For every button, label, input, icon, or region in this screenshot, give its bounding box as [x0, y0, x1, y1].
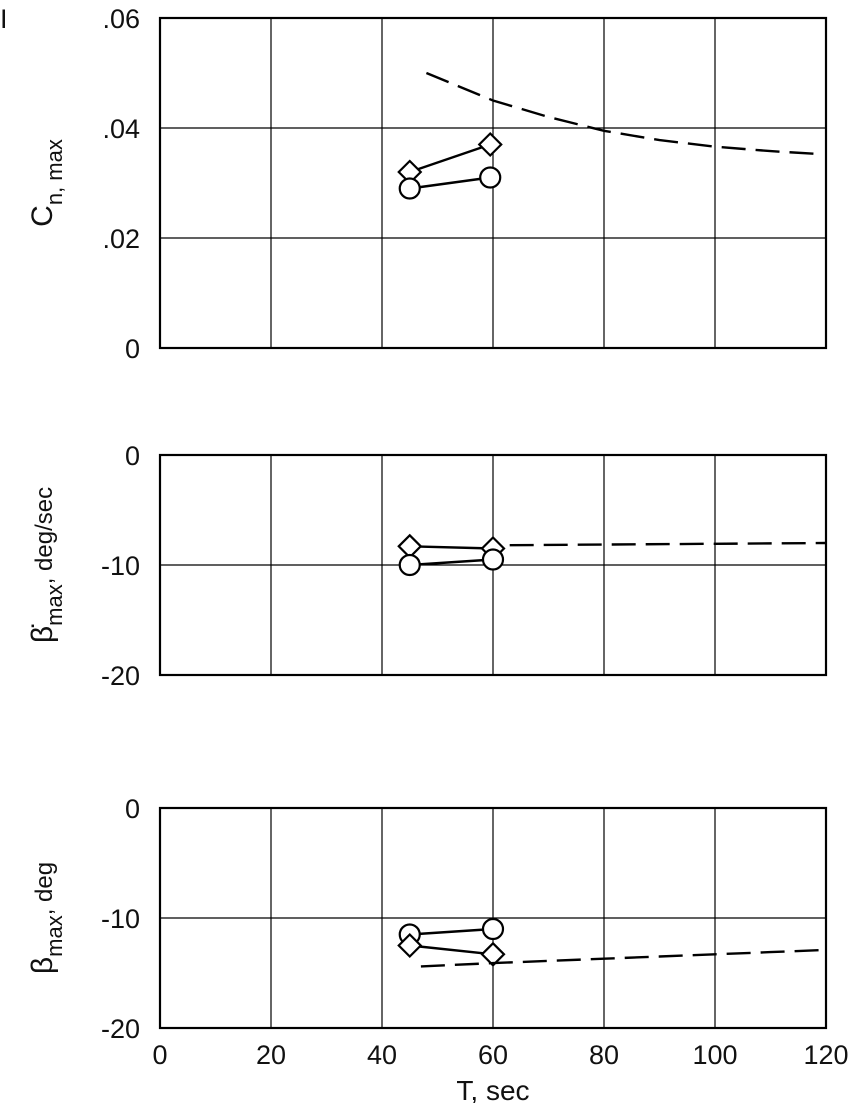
plot-frame	[158, 16, 828, 350]
x-tick-label: 60	[478, 1040, 508, 1070]
diamond-marker	[397, 932, 423, 959]
y-tick-label: .04	[102, 114, 140, 144]
y-axis-label-subscript: n, max	[42, 139, 67, 205]
series-circle-line	[409, 927, 494, 936]
panel-beta: 0 -10 -20 βmax, deg	[26, 794, 828, 1044]
y-axis-label: β̇max, deg/sec	[26, 487, 67, 643]
y-tick-label: 0	[125, 334, 140, 364]
series-dashed-line	[420, 948, 827, 968]
y-tick-label: -10	[101, 904, 140, 934]
x-tick-label: 80	[589, 1040, 619, 1070]
y-axis-label: βmax, deg	[26, 862, 67, 974]
panel-cn: .06 .04 .02 0 Cn, max	[26, 4, 828, 364]
x-tick-label: 0	[152, 1040, 167, 1070]
y-tick-label: 0	[125, 794, 140, 824]
y-tick-label: .06	[102, 4, 140, 34]
circle-marker	[398, 553, 421, 577]
y-axis-label-main: C	[26, 205, 59, 227]
x-axis-label: T, sec	[456, 1075, 529, 1103]
series-dashed-line	[425, 71, 815, 155]
y-axis-label-unit: , deg/sec	[31, 487, 58, 584]
y-axis-label-unit: , deg	[31, 862, 58, 915]
diamond-marker	[477, 131, 503, 158]
circle-marker	[481, 917, 505, 941]
series-diamond-line	[409, 545, 494, 550]
y-tick-label: .02	[102, 224, 140, 254]
y-axis-label-main: β	[26, 957, 59, 974]
series-circle-line	[409, 558, 494, 567]
y-tick-label: -20	[101, 1014, 140, 1044]
y-axis-label-subscript: max	[42, 915, 67, 957]
y-axis-label-main: β̇	[26, 624, 59, 643]
plot-frame	[158, 453, 828, 677]
panel-betadot: 0 -10 -20 β̇max, deg/sec	[26, 441, 828, 691]
circle-marker	[398, 177, 421, 200]
x-tick-label: 120	[803, 1040, 848, 1070]
y-tick-label: -10	[101, 551, 140, 581]
series-dashed-line	[509, 541, 827, 547]
x-tick-label: 20	[256, 1040, 286, 1070]
y-tick-label: 0	[125, 441, 140, 471]
plot-frame	[158, 806, 828, 1030]
series-diamond-line	[409, 143, 491, 174]
circle-marker	[481, 548, 505, 571]
x-axis: 0 20 40 60 80 100 120 T, sec	[152, 1040, 848, 1103]
series-diamond-line	[409, 944, 494, 956]
y-axis-label: Cn, max	[26, 139, 67, 227]
circle-marker	[479, 166, 502, 189]
x-tick-label: 100	[692, 1040, 737, 1070]
x-tick-label: 40	[367, 1040, 397, 1070]
page-mark: I	[0, 4, 8, 34]
y-axis-label-subscript: max	[42, 584, 67, 626]
diamond-marker	[480, 941, 506, 967]
series-circle-line	[409, 176, 491, 190]
y-tick-label: -20	[101, 661, 140, 691]
